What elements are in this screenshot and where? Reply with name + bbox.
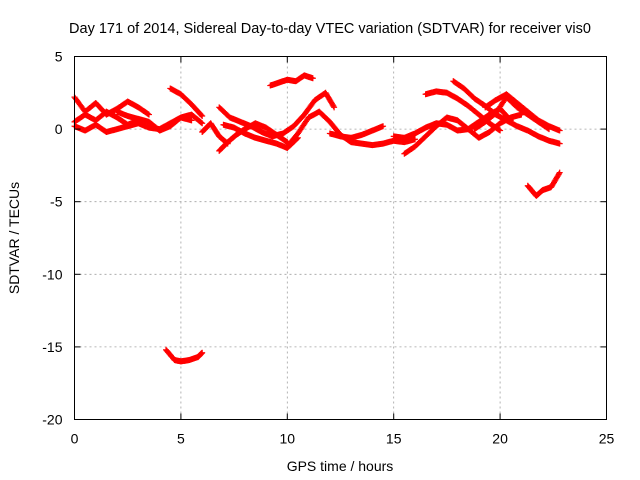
data-point: [188, 117, 195, 124]
series-s20: [199, 120, 231, 147]
series-s10: [284, 108, 418, 150]
series-s3: [71, 114, 195, 136]
y-tick-label: 0: [55, 121, 63, 137]
data-point: [556, 140, 563, 147]
data-point: [145, 111, 152, 118]
series-s19: [524, 169, 563, 199]
data-point: [411, 136, 418, 143]
data-points: [71, 72, 563, 365]
series-s12: [326, 123, 387, 141]
plot-frame: [74, 56, 607, 420]
series-s18: [471, 94, 553, 133]
series-s4: [114, 108, 206, 134]
y-axis-label: SDTVAR / TECUs: [6, 182, 22, 294]
data-point: [199, 349, 206, 356]
data-point: [556, 169, 563, 176]
data-point: [330, 103, 337, 110]
series-s5: [167, 85, 206, 120]
data-point: [545, 125, 552, 132]
data-point: [199, 113, 206, 120]
x-tick-label: 15: [386, 431, 402, 447]
x-axis-label: GPS time / hours: [287, 458, 394, 474]
y-tick-label: -20: [42, 412, 62, 428]
series-s16: [450, 78, 563, 147]
data-point: [199, 120, 206, 127]
axis-ticks: 0 5 10 15 20 25 5 0 -5 -10 -15 -20: [42, 49, 614, 447]
series-s8: [216, 89, 338, 140]
y-tick-label: -10: [42, 266, 62, 282]
data-point: [331, 104, 338, 111]
series-s6: [163, 346, 206, 365]
chart-title: Day 171 of 2014, Sidereal Day-to-day VTE…: [69, 21, 591, 37]
data-point: [556, 127, 563, 134]
data-point: [283, 138, 290, 145]
data-point: [497, 127, 504, 134]
x-tick-label: 20: [492, 431, 508, 447]
data-point: [380, 123, 387, 130]
data-point: [546, 126, 553, 133]
x-tick-label: 0: [71, 431, 79, 447]
data-point: [224, 140, 231, 147]
y-tick-label: -5: [50, 194, 63, 210]
data-point: [198, 119, 205, 126]
data-point: [555, 170, 562, 177]
data-point: [145, 110, 152, 117]
data-point: [224, 140, 231, 147]
y-tick-label: 5: [55, 49, 63, 65]
data-point: [496, 126, 503, 133]
x-tick-label: 25: [599, 431, 615, 447]
series-s11: [267, 72, 316, 89]
x-tick-label: 5: [177, 431, 185, 447]
y-tick-label: -15: [42, 339, 62, 355]
x-tick-label: 10: [280, 431, 296, 447]
data-point: [198, 112, 205, 119]
data-point: [309, 75, 316, 82]
